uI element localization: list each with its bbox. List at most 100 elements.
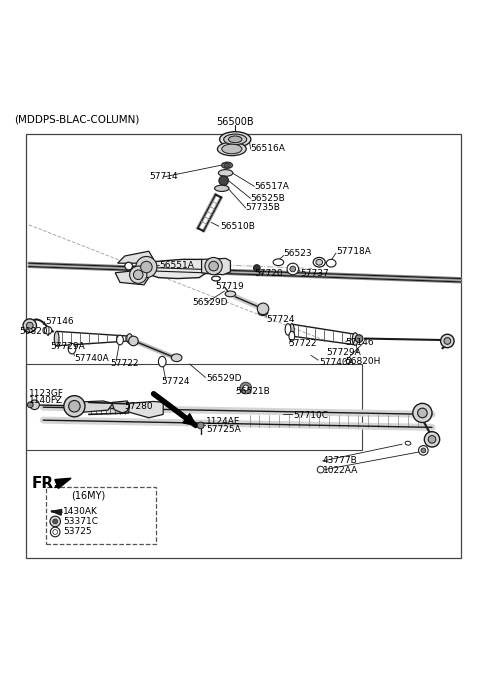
Ellipse shape <box>117 335 123 345</box>
Circle shape <box>141 261 152 273</box>
Polygon shape <box>55 478 71 488</box>
Circle shape <box>129 336 138 345</box>
Circle shape <box>27 402 33 408</box>
Circle shape <box>136 256 157 277</box>
Text: 56551A: 56551A <box>159 261 194 270</box>
Ellipse shape <box>212 276 220 281</box>
Circle shape <box>53 519 58 524</box>
Ellipse shape <box>217 142 246 156</box>
Text: 56820H: 56820H <box>346 357 381 366</box>
Text: 57720: 57720 <box>254 269 283 278</box>
Polygon shape <box>112 401 130 413</box>
Text: 56529D: 56529D <box>192 298 228 307</box>
Circle shape <box>290 266 296 272</box>
Circle shape <box>428 435 436 443</box>
Circle shape <box>23 319 36 333</box>
Ellipse shape <box>225 291 236 296</box>
Text: 56525B: 56525B <box>251 194 285 203</box>
Ellipse shape <box>228 136 242 143</box>
Ellipse shape <box>222 144 242 154</box>
Text: 57280: 57280 <box>124 402 153 411</box>
Circle shape <box>418 408 427 418</box>
Polygon shape <box>137 259 206 279</box>
Bar <box>46 488 156 544</box>
Polygon shape <box>52 509 62 515</box>
Circle shape <box>219 176 228 186</box>
Polygon shape <box>129 401 163 418</box>
Text: 1022AA: 1022AA <box>323 466 358 475</box>
Ellipse shape <box>285 324 291 335</box>
Text: 1430AK: 1430AK <box>63 507 98 516</box>
Ellipse shape <box>54 331 59 345</box>
Circle shape <box>205 258 222 275</box>
Ellipse shape <box>258 310 268 316</box>
Ellipse shape <box>326 259 336 267</box>
Polygon shape <box>202 258 230 275</box>
Circle shape <box>197 422 204 429</box>
Ellipse shape <box>171 354 182 362</box>
Text: 57718A: 57718A <box>336 247 371 256</box>
Text: 56516A: 56516A <box>251 144 286 154</box>
Circle shape <box>413 403 432 422</box>
Circle shape <box>243 385 249 391</box>
Text: 57722: 57722 <box>110 359 139 368</box>
Text: 56517A: 56517A <box>254 182 289 191</box>
Text: 56510B: 56510B <box>220 222 255 231</box>
Text: 57146: 57146 <box>46 318 74 326</box>
Text: 57740A: 57740A <box>319 358 354 367</box>
Circle shape <box>44 326 52 335</box>
Ellipse shape <box>289 324 294 337</box>
Text: 57729A: 57729A <box>326 348 361 358</box>
Text: 57714: 57714 <box>149 172 178 182</box>
Bar <box>26 133 461 558</box>
Circle shape <box>64 396 85 417</box>
Ellipse shape <box>352 333 358 345</box>
Text: 57724: 57724 <box>161 377 189 386</box>
Text: 57729A: 57729A <box>50 342 85 351</box>
Polygon shape <box>67 401 113 413</box>
Ellipse shape <box>68 343 76 354</box>
Text: 57146: 57146 <box>346 338 374 347</box>
Text: 57710C: 57710C <box>293 411 328 420</box>
Circle shape <box>355 335 363 343</box>
Circle shape <box>444 337 451 344</box>
Ellipse shape <box>289 331 295 341</box>
Circle shape <box>240 382 252 394</box>
Circle shape <box>287 263 299 275</box>
Circle shape <box>125 262 132 270</box>
Text: 57722: 57722 <box>288 339 316 348</box>
Circle shape <box>257 303 269 315</box>
Circle shape <box>53 530 58 534</box>
Circle shape <box>130 266 147 284</box>
Text: (MDDPS-BLAC-COLUMN): (MDDPS-BLAC-COLUMN) <box>14 114 140 124</box>
Circle shape <box>26 322 33 329</box>
Ellipse shape <box>215 185 229 192</box>
Circle shape <box>441 335 454 347</box>
Circle shape <box>317 466 324 473</box>
Text: 56820J: 56820J <box>19 327 50 336</box>
Ellipse shape <box>313 258 325 267</box>
Text: 1123GF: 1123GF <box>29 389 64 398</box>
Polygon shape <box>115 271 149 285</box>
Circle shape <box>421 448 426 453</box>
Text: 57719: 57719 <box>215 282 244 291</box>
Circle shape <box>419 445 428 455</box>
Polygon shape <box>118 251 154 263</box>
Text: 1124AE: 1124AE <box>206 417 241 426</box>
Ellipse shape <box>218 169 233 176</box>
Text: 57735B: 57735B <box>246 203 281 212</box>
Text: 56500B: 56500B <box>216 117 254 127</box>
Text: 56529D: 56529D <box>206 374 242 383</box>
Ellipse shape <box>405 441 411 445</box>
Ellipse shape <box>224 134 247 145</box>
Polygon shape <box>183 413 196 426</box>
Text: 57724: 57724 <box>266 316 295 324</box>
Text: 57740A: 57740A <box>74 354 109 362</box>
Ellipse shape <box>127 334 132 343</box>
Text: 53725: 53725 <box>63 528 92 537</box>
Ellipse shape <box>273 259 284 266</box>
Text: (16MY): (16MY) <box>71 491 105 501</box>
Ellipse shape <box>316 259 323 265</box>
Bar <box>26 364 362 450</box>
Text: 1140FZ: 1140FZ <box>29 396 63 405</box>
